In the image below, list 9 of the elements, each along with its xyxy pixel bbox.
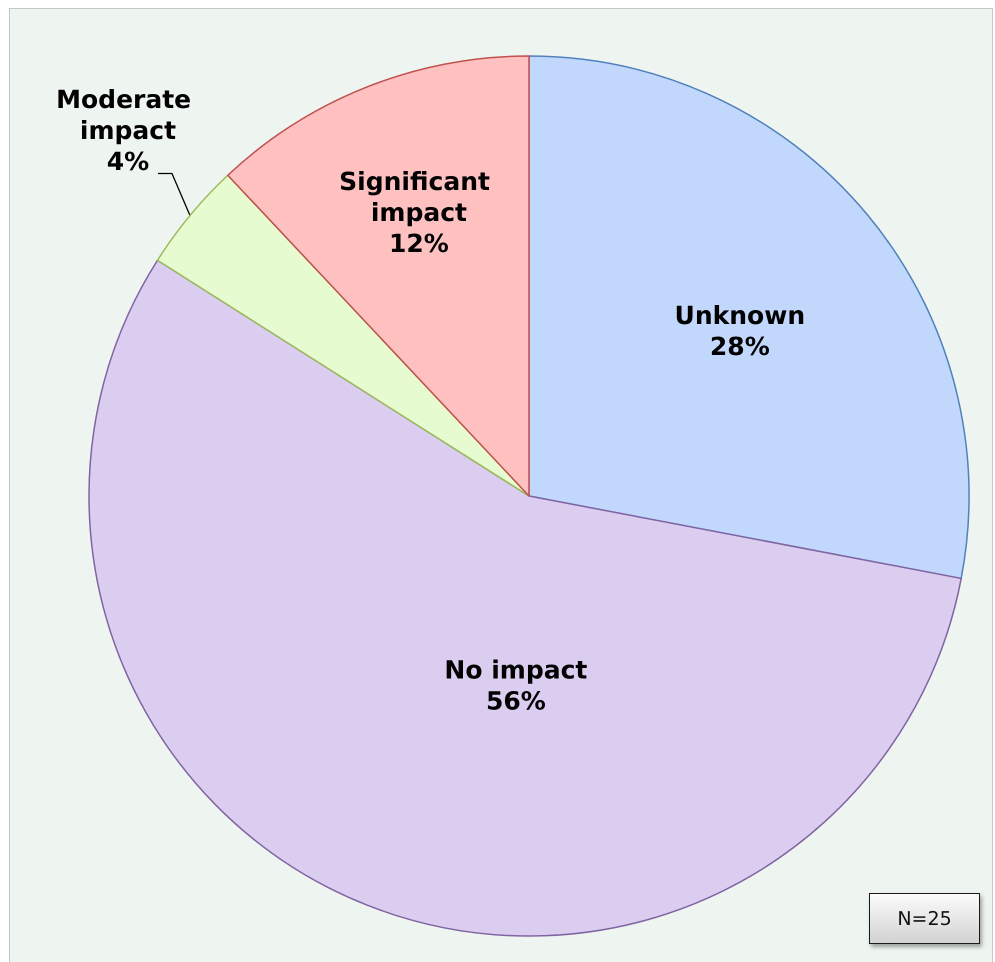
- slice-label: Unknown: [674, 300, 806, 330]
- data-label: 4%: [106, 147, 150, 176]
- slice-label: No impact: [444, 655, 588, 684]
- slice-label: Moderate impact: [56, 85, 200, 146]
- data-label: 12%: [388, 229, 449, 258]
- slice-label: Significant impact: [339, 167, 499, 228]
- data-label: 28%: [710, 332, 770, 361]
- data-label: 56%: [486, 686, 546, 716]
- text: N=25: [869, 893, 980, 944]
